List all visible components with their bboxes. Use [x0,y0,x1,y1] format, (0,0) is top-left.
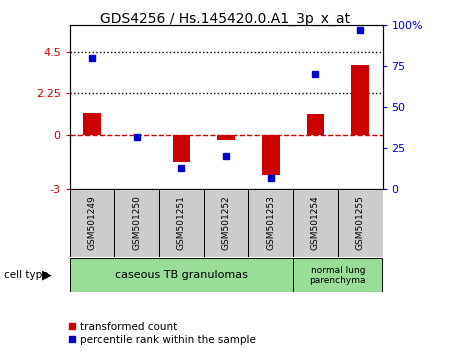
Bar [293,258,382,292]
Bar [70,189,114,257]
Text: ▶: ▶ [42,269,52,282]
Text: GSM501250: GSM501250 [132,195,141,250]
Bar [248,189,293,257]
Bar [159,189,204,257]
Bar [217,135,235,140]
Text: GSM501251: GSM501251 [177,195,186,250]
Bar [70,258,293,292]
Text: normal lung
parenchyma: normal lung parenchyma [310,266,366,285]
Bar [351,65,369,135]
Text: caseous TB granulomas: caseous TB granulomas [115,270,248,280]
Text: GDS4256 / Hs.145420.0.A1_3p_x_at: GDS4256 / Hs.145420.0.A1_3p_x_at [100,12,350,27]
Text: GSM501254: GSM501254 [311,195,320,250]
Bar [83,113,101,135]
Bar [128,135,146,136]
Bar [172,135,190,162]
Text: GSM501255: GSM501255 [356,195,364,250]
Bar [204,189,248,257]
Text: GSM501252: GSM501252 [221,195,230,250]
Bar [306,114,324,135]
Bar [262,135,280,175]
Bar [338,189,382,257]
Text: cell type: cell type [4,270,49,280]
Text: GSM501253: GSM501253 [266,195,275,250]
Bar [114,189,159,257]
Legend: transformed count, percentile rank within the sample: transformed count, percentile rank withi… [64,317,261,349]
Bar [293,189,338,257]
Text: GSM501249: GSM501249 [88,195,97,250]
